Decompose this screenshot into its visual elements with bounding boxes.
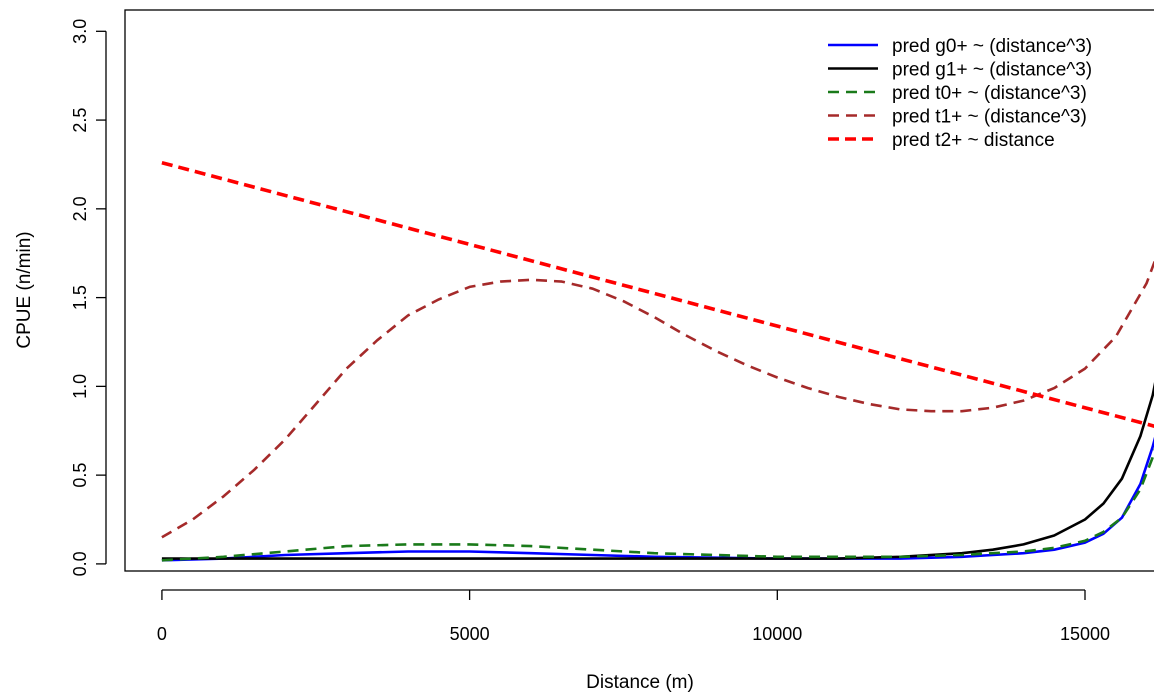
y-tick-label: 2.0 (70, 196, 90, 221)
series-line-5 (161, 160, 1154, 428)
series-line-1 (161, 436, 1154, 562)
series-layer (161, 160, 1154, 562)
y-axis-title: CPUE (n/min) (14, 231, 35, 348)
x-tick-label: 15000 (1060, 624, 1110, 644)
y-tick-label: 0.0 (70, 551, 90, 576)
x-tick-label: 5000 (450, 624, 490, 644)
series-line-2 (161, 381, 1154, 560)
legend-label: pred g1+ ~ (distance^3) (892, 60, 1092, 81)
legend: pred g0+ ~ (distance^3) pred g1+ ~ (dista… (828, 36, 1092, 151)
plot-frame (124, 9, 1154, 572)
y-tick-label: 3.0 (70, 19, 90, 44)
legend-label: pred g0+ ~ (distance^3) (892, 36, 1092, 57)
x-axis: 0 5000 10000 15000 (157, 589, 1110, 644)
x-axis-title: Distance (m) (586, 672, 694, 693)
y-tick-label: 2.5 (70, 108, 90, 133)
y-axis: 0.0 0.5 1.0 1.5 2.0 2.5 3.0 (70, 19, 107, 576)
y-tick-label: 1.0 (70, 374, 90, 399)
legend-label: pred t1+ ~ (distance^3) (892, 107, 1087, 128)
y-tick-label: 0.5 (70, 463, 90, 488)
legend-label: pred t2+ ~ distance (892, 130, 1055, 151)
x-tick-label: 0 (157, 624, 167, 644)
x-tick-label: 10000 (752, 624, 802, 644)
legend-label: pred t0+ ~ (distance^3) (892, 83, 1087, 104)
series-line-3 (161, 447, 1154, 562)
y-tick-label: 1.5 (70, 285, 90, 310)
